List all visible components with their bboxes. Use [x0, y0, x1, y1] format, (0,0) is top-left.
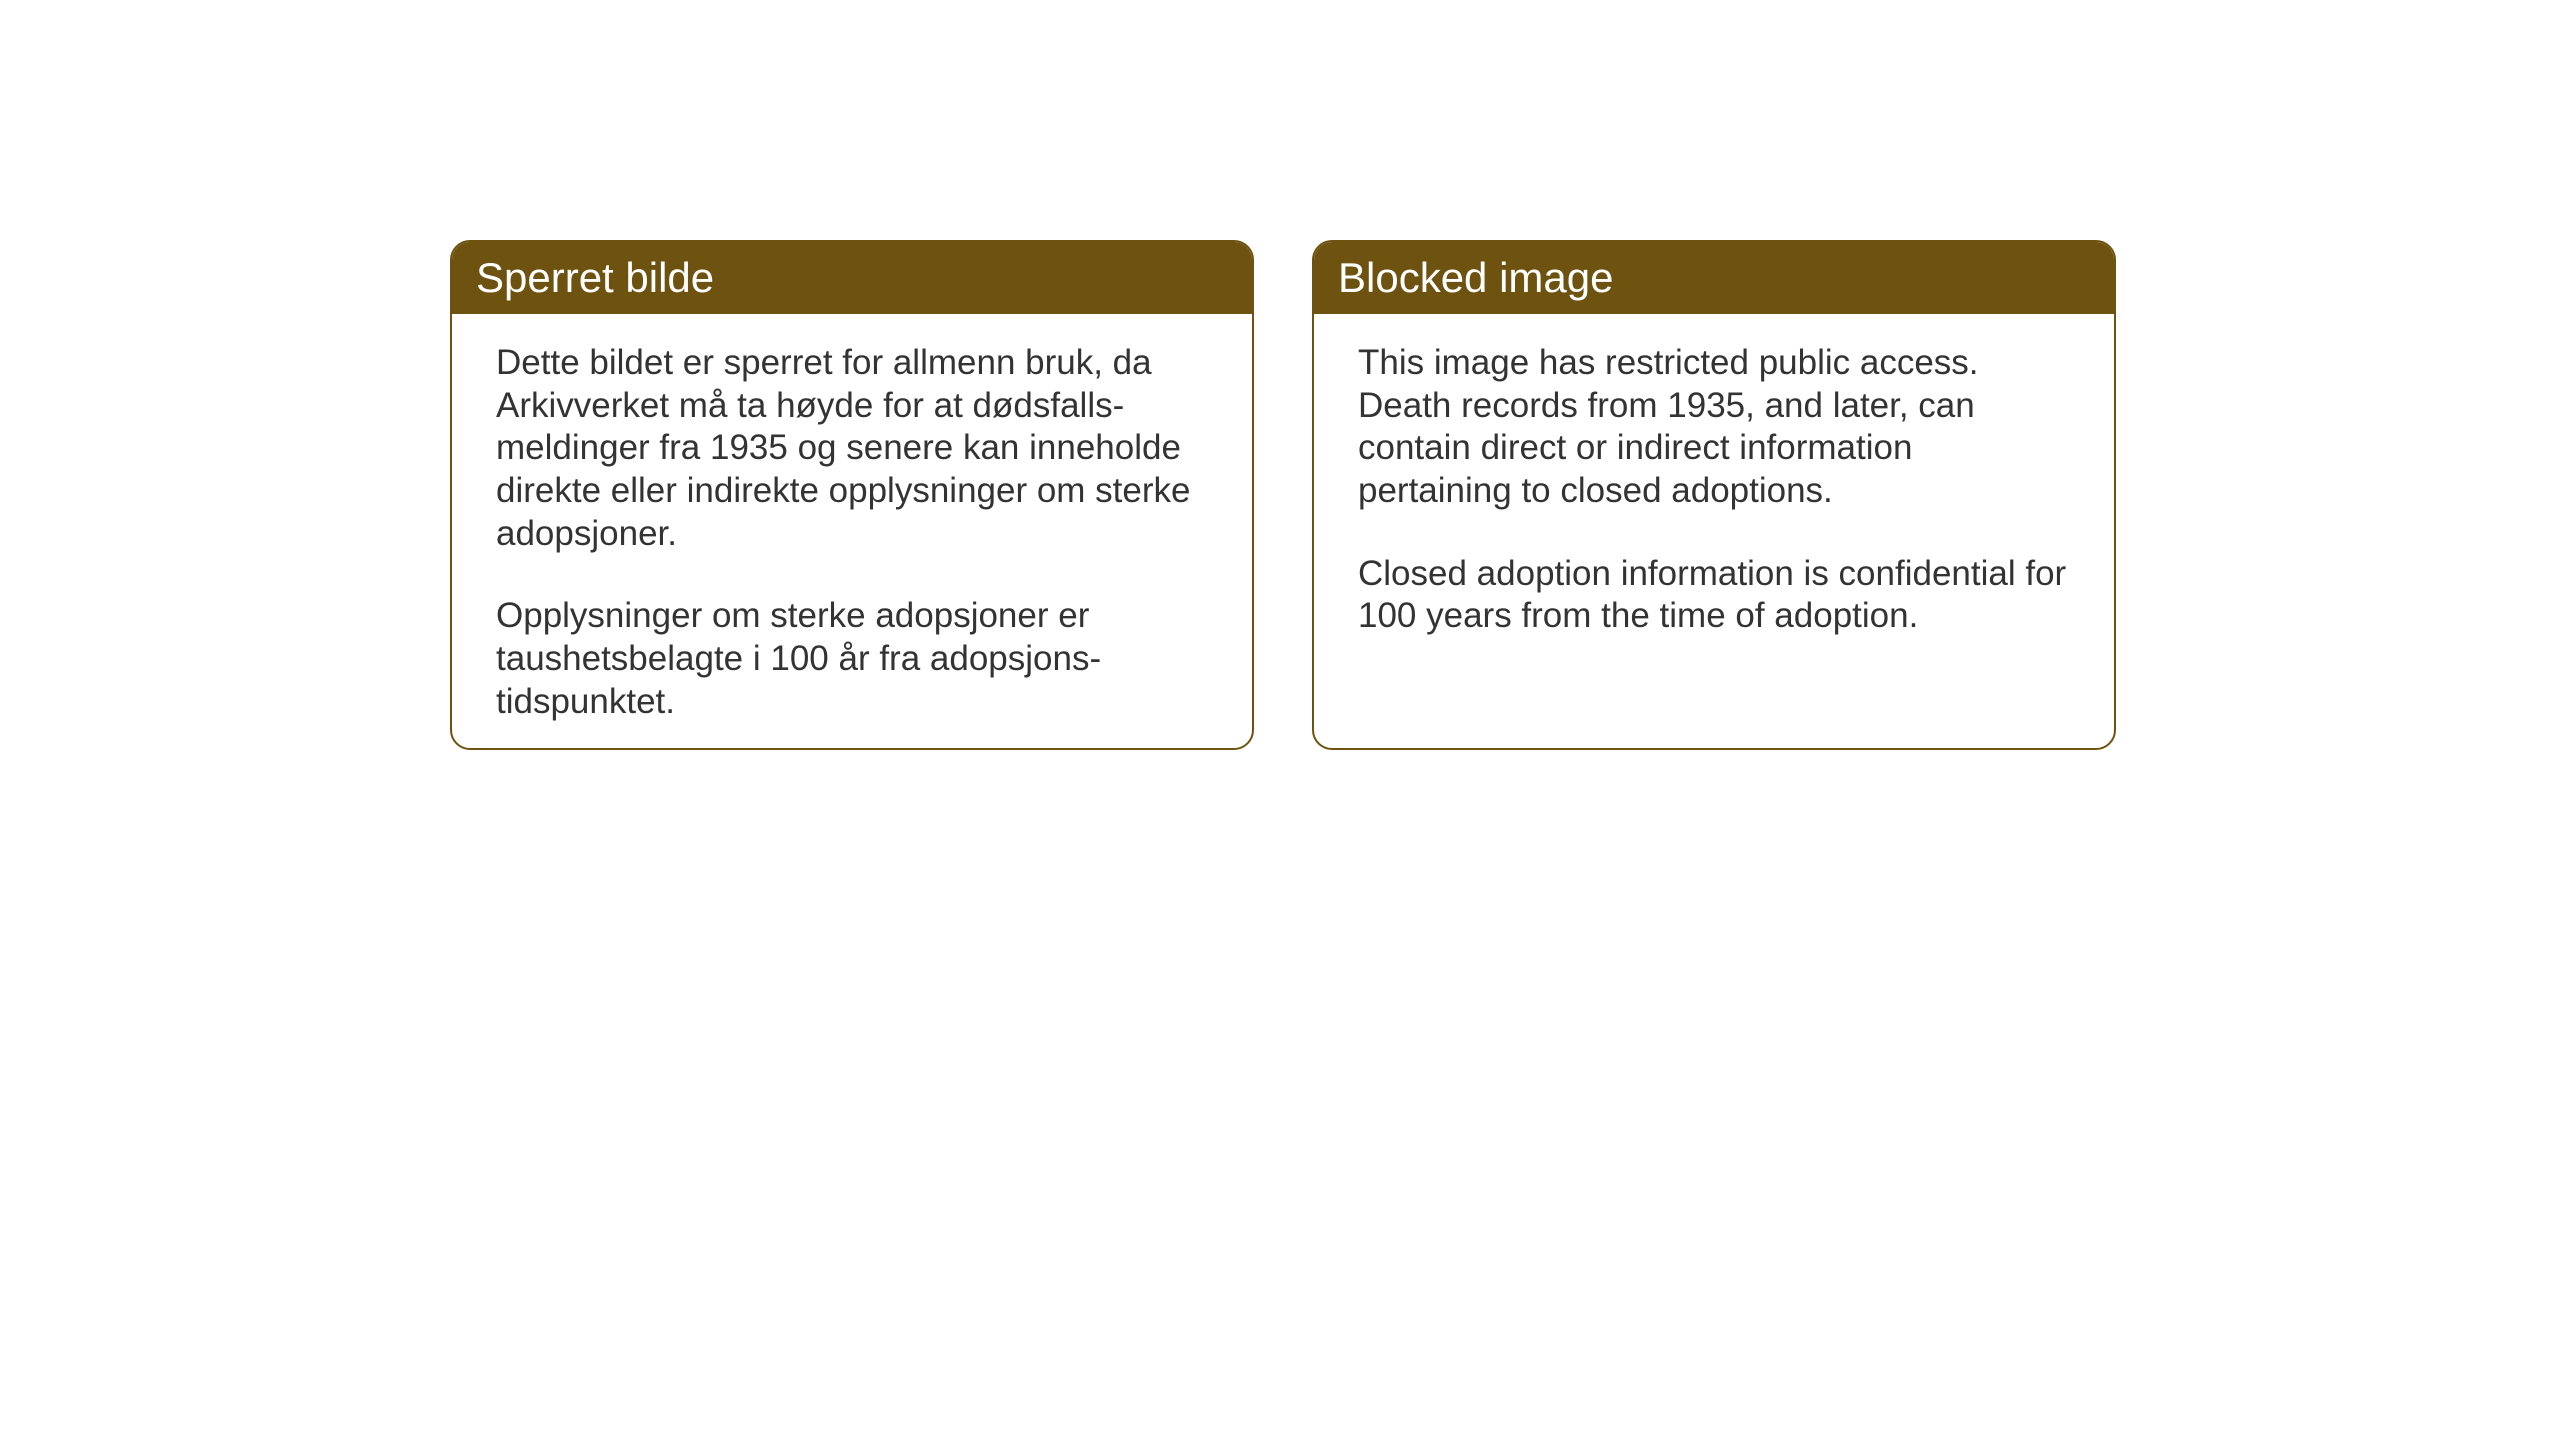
card-title-norwegian: Sperret bilde — [476, 254, 714, 301]
card-body-english: This image has restricted public access.… — [1314, 314, 2114, 666]
card-paragraph-1-english: This image has restricted public access.… — [1358, 342, 2070, 513]
card-title-english: Blocked image — [1338, 254, 1613, 301]
cards-container: Sperret bilde Dette bildet er sperret fo… — [450, 240, 2116, 750]
card-english: Blocked image This image has restricted … — [1312, 240, 2116, 750]
card-header-english: Blocked image — [1314, 242, 2114, 314]
card-paragraph-2-norwegian: Opplysninger om sterke adopsjoner er tau… — [496, 595, 1208, 723]
card-paragraph-2-english: Closed adoption information is confident… — [1358, 553, 2070, 638]
card-body-norwegian: Dette bildet er sperret for allmenn bruk… — [452, 314, 1252, 750]
card-norwegian: Sperret bilde Dette bildet er sperret fo… — [450, 240, 1254, 750]
card-paragraph-1-norwegian: Dette bildet er sperret for allmenn bruk… — [496, 342, 1208, 555]
card-header-norwegian: Sperret bilde — [452, 242, 1252, 314]
